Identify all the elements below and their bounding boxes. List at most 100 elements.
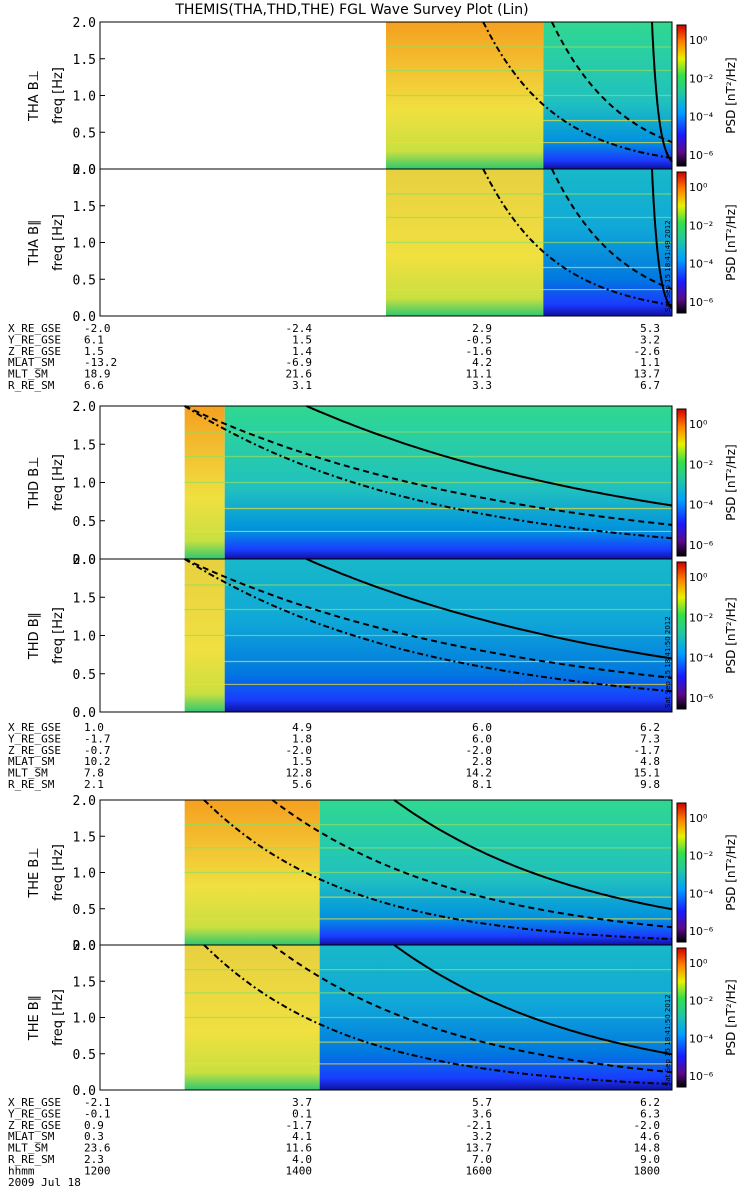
orbit-row-value: 23.6 [84,1142,111,1155]
colorbar-label: PSD [nT²/Hz] [724,979,738,1055]
gyrofrequency-curve-o [271,799,673,929]
y-axis-unit: freq [Hz] [51,607,66,664]
orbit-row-value: -0.7 [84,744,111,757]
colorbar-tick-label: 10⁻⁴ [689,1032,714,1045]
colorbar [676,24,687,167]
y-tick-label: 2.0 [73,794,96,809]
orbit-row-value: 3.2 [640,333,660,346]
orbit-row-value: 1.8 [292,732,312,745]
colorbar-tick-label: 10⁰ [689,181,708,194]
orbit-row-value: -13.2 [84,356,117,369]
y-tick-label: 2.0 [73,163,96,178]
orbit-row-value: 1200 [84,1164,111,1177]
orbit-row-value: -0.1 [84,1107,111,1120]
orbit-row-name: MLT_SM [8,1142,48,1155]
orbit-row-value: 6.0 [472,732,492,745]
panel-the-par: 0.0 0.5 1.0 1.5 2.0 THE B∥ freq [Hz] 10⁰ 10⁻² 10⁻… [27,939,738,1099]
colorbar-tick-label: 10⁻² [689,995,713,1008]
orbit-row-value: 14.8 [634,1142,661,1155]
orbit-row-value: 3.2 [472,1130,492,1143]
orbit-row-name: MLAT_SM [8,1130,55,1143]
orbit-row-value: 1.1 [640,356,660,369]
y-tick-label: 1.0 [73,477,96,492]
y-tick-label: 2.0 [73,939,96,954]
y-tick-label: 1.0 [73,630,96,645]
y-tick-label: 0.0 [73,163,96,178]
panel-tha-perp: 0.0 0.5 1.0 1.5 2.0 THA B⊥ freq [Hz] 10⁰ 10⁻² 10⁻… [27,16,738,178]
colorbar-tick-label: 10⁻⁶ [689,925,714,938]
y-tick-label: 1.5 [73,830,96,845]
y-tick-label: 1.0 [73,1012,96,1027]
y-axis-label: THD B∥ [27,612,42,660]
orbit-row-value: 15.1 [634,767,661,780]
orbit-row-name: R_RE_SM [8,379,55,392]
orbit-row-name: Y_RE_GSE [8,1107,61,1120]
orbit-table-the: X_RE_GSE -2.1 3.7 5.7 6.2 Y_RE_GSE -0.1 0.1 3.6 6… [8,1096,660,1189]
colorbar-tick-label: 10⁻⁶ [689,1070,714,1083]
y-tick-label: 1.5 [73,438,96,453]
y-tick-label: 2.0 [73,553,96,568]
orbit-row-value: 6.2 [640,721,660,734]
y-axis-unit: freq [Hz] [51,67,66,124]
colorbar-tick-label: 10⁰ [689,571,708,584]
orbit-row-value: 4.8 [640,755,660,768]
y-tick-label: 0.0 [73,939,96,954]
colorbar-tick-label: 10⁻⁴ [689,499,714,512]
orbit-row-value: 4.6 [640,1130,660,1143]
y-tick-label: 0.5 [73,1048,96,1063]
y-axis-label: THD B⊥ [27,456,42,509]
orbit-row-value: 1400 [286,1164,313,1177]
orbit-row-value: 6.2 [640,1096,660,1109]
orbit-row-value: -2.0 [466,744,493,757]
orbit-row-value: 9.0 [640,1153,660,1166]
orbit-row-value: 11.1 [466,368,493,381]
orbit-row-value: 1600 [466,1164,493,1177]
colorbar-tick-label: 10⁻⁶ [689,296,714,309]
y-tick-label: 0.5 [73,668,96,683]
orbit-row-value: 0.3 [84,1130,104,1143]
orbit-row-value: -1.7 [84,732,111,745]
y-axis-unit: freq [Hz] [51,214,66,271]
colorbar [676,171,687,314]
colorbar [676,802,687,943]
orbit-row-name: Y_RE_GSE [8,732,61,745]
orbit-row-value: -2.0 [286,744,313,757]
gyrofrequency-curve-he [482,21,673,160]
orbit-row-value: 13.7 [634,368,661,381]
colorbar-tick-label: 10⁻⁶ [689,692,714,705]
orbit-row-value: 3.1 [292,379,312,392]
y-tick-label: 0.0 [73,1084,96,1099]
orbit-row-value: -6.9 [286,356,313,369]
colorbar-tick-label: 10⁰ [689,812,708,825]
y-axis-label: THE B∥ [27,995,42,1041]
orbit-row-value: 1.0 [84,721,104,734]
orbit-row-name: MLAT_SM [8,356,55,369]
colorbar [676,947,687,1088]
colorbar-tick-label: 10⁰ [689,418,708,431]
colorbar-tick-label: 10⁻⁴ [689,258,714,271]
gyrofrequency-curve-he [203,944,673,1086]
y-axis-unit: freq [Hz] [51,454,66,511]
plot-area: 0.0 0.5 1.0 1.5 2.0 THA B⊥ freq [Hz] 10⁰ 10⁻² 10⁻… [8,16,738,1189]
gyrofrequency-curve-he [203,799,673,941]
orbit-row-value: 14.2 [466,767,493,780]
gyrofrequency-curve-o [184,405,673,526]
gyrofrequency-curve-h [393,799,673,911]
panel-tha-par: 0.0 0.5 1.0 1.5 2.0 THA B∥ freq [Hz] 10⁰ 10⁻² 10⁻… [27,163,738,325]
orbit-row-name: MLT_SM [8,368,48,381]
orbit-row-value: 10.2 [84,755,111,768]
orbit-row-value: 1.4 [292,345,312,358]
orbit-row-name: MLAT_SM [8,755,55,768]
orbit-row-value: 5.3 [640,322,660,335]
colorbar-label: PSD [nT²/Hz] [724,57,738,133]
gyrofrequency-curve-h [651,21,673,163]
orbit-row-value: 2.3 [84,1153,104,1166]
colorbar-tick-label: 10⁻⁴ [689,652,714,665]
colorbar-tick-label: 10⁻² [689,458,713,471]
gyrofrequency-curve-o [551,21,673,144]
colorbar-tick-label: 10⁻² [689,219,713,232]
orbit-row-name: Z_RE_GSE [8,345,61,358]
orbit-row-value: 11.6 [286,1142,313,1155]
orbit-row-name: hhmm [8,1164,35,1177]
